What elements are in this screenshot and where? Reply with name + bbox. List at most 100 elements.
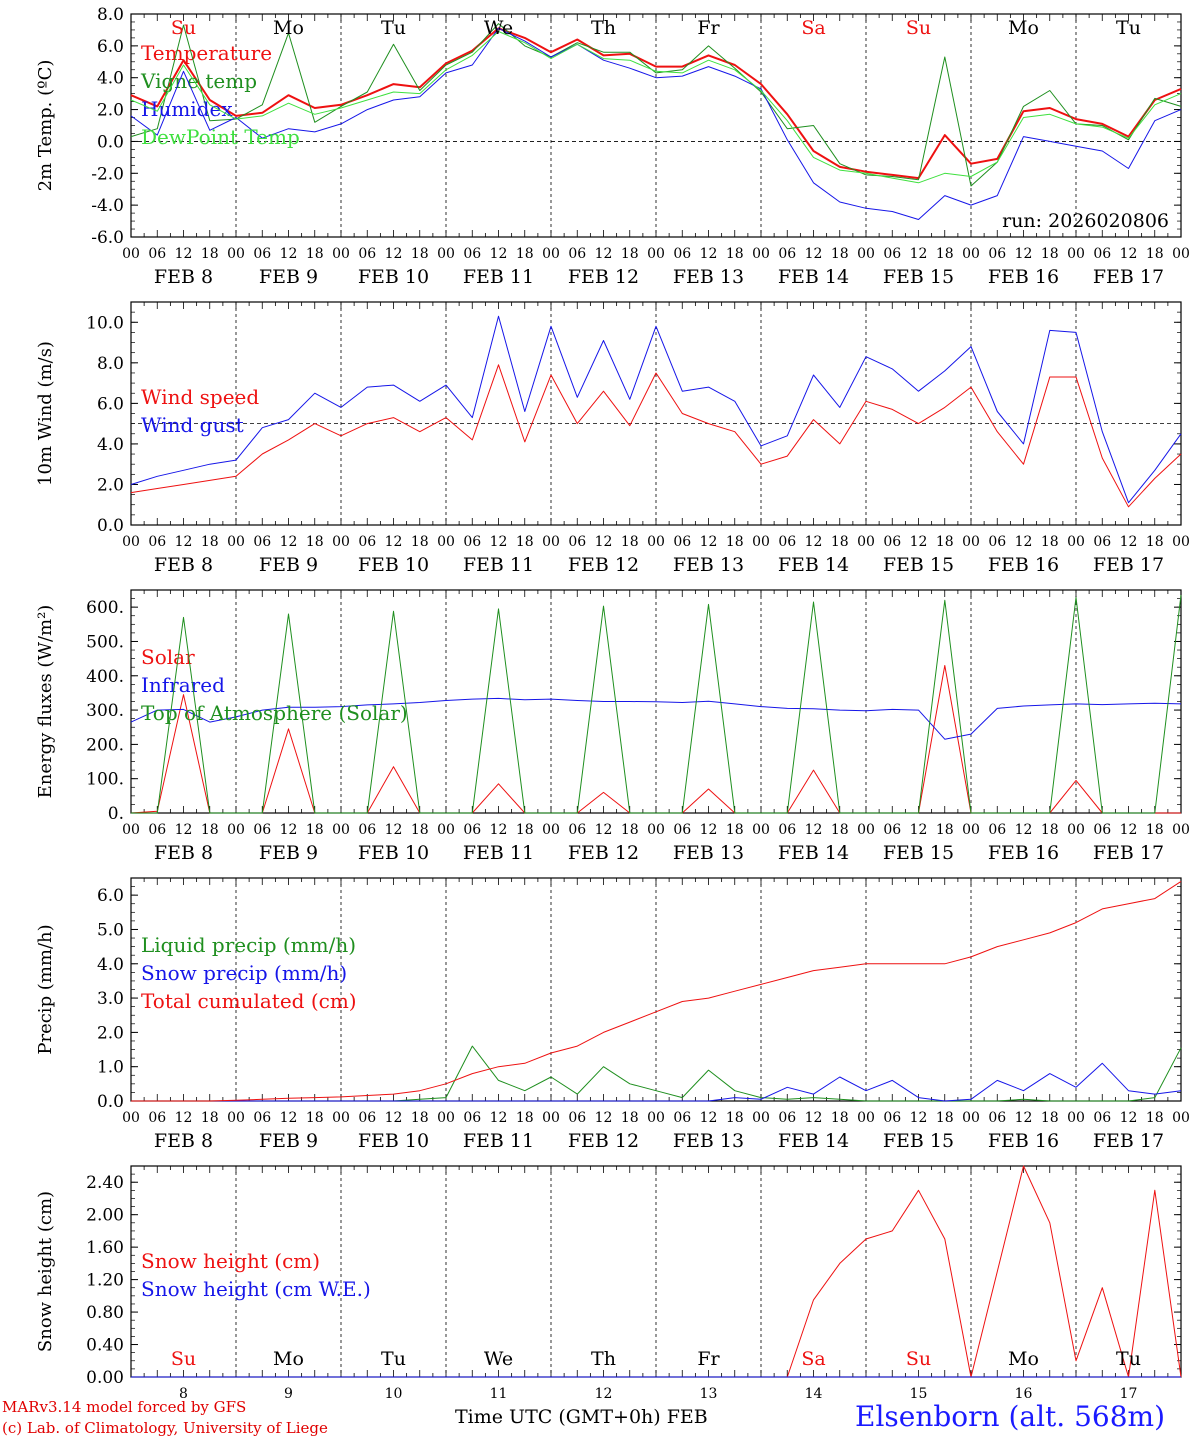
y-axis-title: 2m Temp. (ºC): [35, 60, 56, 192]
x-day-label: 17: [1120, 1386, 1138, 1402]
lab-credit: (c) Lab. of Climatology, University of L…: [2, 1419, 328, 1437]
x-hour-label: 00: [437, 1110, 455, 1126]
x-hour-label: 06: [148, 1110, 166, 1126]
x-hour-label: 18: [411, 246, 429, 262]
y-tick-label: 0.0: [97, 1092, 124, 1112]
x-hour-label: 00: [542, 822, 560, 838]
weekday-label: Tu: [1116, 1348, 1141, 1370]
x-hour-label: 18: [201, 1110, 219, 1126]
x-date-label: FEB 9: [259, 266, 318, 288]
x-hour-label: 12: [385, 1110, 403, 1126]
x-hour-label: 06: [463, 534, 481, 550]
x-day-label: 15: [910, 1386, 928, 1402]
x-hour-label: 12: [1120, 246, 1138, 262]
panel-wind: 0.0 2.0 4.0 6.0 8.0 10.0 10m Wind (m/s) Wind sp…: [35, 301, 1190, 576]
weekday-label: Sa: [801, 17, 825, 39]
x-hour-label: 18: [306, 822, 324, 838]
series-line-humidex: [130, 27, 1182, 220]
x-hour-label: 18: [831, 246, 849, 262]
x-date-label: FEB 9: [259, 842, 318, 864]
x-hour-label: 12: [910, 822, 928, 838]
x-hour-label: 06: [463, 822, 481, 838]
weekday-label: Mo: [273, 1348, 304, 1370]
legend-entry: Infrared: [141, 673, 225, 697]
x-hour-label: 18: [516, 534, 534, 550]
x-hour-label: 18: [726, 534, 744, 550]
legend-entry: Snow height (cm W.E.): [141, 1277, 371, 1301]
x-hour-label: 18: [306, 534, 324, 550]
x-date-label: FEB 14: [778, 554, 849, 576]
x-hour-label: 18: [1041, 246, 1059, 262]
y-tick-label: -6.0: [91, 228, 124, 248]
y-tick-label: 0.40: [86, 1336, 124, 1356]
y-tick-label: 5.0: [97, 920, 124, 940]
x-hour-label: 12: [910, 246, 928, 262]
weekday-label: Su: [171, 17, 196, 39]
x-hour-label: 06: [1093, 534, 1111, 550]
x-hour-label: 18: [1146, 1110, 1164, 1126]
x-hour-label: 00: [332, 534, 350, 550]
y-tick-label: 4.0: [97, 435, 124, 455]
x-hour-label: 00: [962, 1110, 980, 1126]
y-tick-label: 10.0: [86, 313, 124, 333]
x-hour-label: 06: [568, 534, 586, 550]
y-tick-label: 1.20: [86, 1271, 124, 1291]
x-hour-label: 06: [673, 534, 691, 550]
weekday-label: Mo: [273, 17, 304, 39]
x-hour-label: 12: [490, 534, 508, 550]
x-hour-label: 06: [883, 534, 901, 550]
x-hour-label: 12: [385, 534, 403, 550]
weekday-label: Su: [906, 1348, 931, 1370]
x-date-label: FEB 14: [778, 266, 849, 288]
panel-precip: 0.0 1.0 2.0 3.0 4.0 5.0 6.0 Precip (mm/h) Liquid…: [35, 877, 1190, 1152]
x-day-label: 10: [385, 1386, 403, 1402]
x-hour-label: 12: [175, 1110, 193, 1126]
x-day-label: 12: [595, 1386, 613, 1402]
x-hour-label: 00: [437, 246, 455, 262]
x-hour-label: 06: [358, 1110, 376, 1126]
weekday-label: Th: [591, 17, 616, 39]
x-hour-label: 12: [490, 822, 508, 838]
y-tick-label: 0.80: [86, 1303, 124, 1323]
x-date-label: FEB 13: [673, 266, 744, 288]
x-hour-label: 12: [910, 1110, 928, 1126]
y-tick-label: 300.: [86, 701, 124, 721]
x-hour-label: 18: [831, 534, 849, 550]
y-tick-label: 100.: [86, 770, 124, 790]
x-date-label: FEB 13: [673, 842, 744, 864]
x-hour-label: 06: [883, 246, 901, 262]
x-date-label: FEB 15: [883, 554, 954, 576]
y-axis-title: Precip (mm/h): [35, 924, 56, 1054]
x-hour-label: 18: [516, 822, 534, 838]
x-date-label: FEB 10: [358, 1130, 429, 1152]
x-date-label: FEB 13: [673, 554, 744, 576]
x-hour-label: 18: [411, 1110, 429, 1126]
x-hour-label: 00: [857, 1110, 875, 1126]
x-hour-label: 06: [883, 1110, 901, 1126]
x-hour-label: 18: [1041, 534, 1059, 550]
x-hour-label: 18: [306, 1110, 324, 1126]
x-hour-label: 06: [253, 246, 271, 262]
x-hour-label: 18: [411, 822, 429, 838]
x-hour-label: 06: [568, 1110, 586, 1126]
x-date-label: FEB 15: [883, 266, 954, 288]
y-tick-label: 8.0: [97, 5, 124, 25]
x-hour-label: 06: [358, 822, 376, 838]
x-date-label: FEB 11: [463, 1130, 534, 1152]
x-hour-label: 12: [1120, 1110, 1138, 1126]
x-hour-label: 00: [542, 1110, 560, 1126]
station-name: Elsenborn (alt. 568m): [855, 1400, 1166, 1433]
model-credit: MARv3.14 model forced by GFS: [2, 1398, 247, 1416]
x-hour-label: 18: [726, 1110, 744, 1126]
x-hour-label: 18: [726, 822, 744, 838]
y-tick-label: 200.: [86, 735, 124, 755]
x-date-label: FEB 9: [259, 554, 318, 576]
x-hour-label: 00: [962, 246, 980, 262]
x-hour-label: 12: [280, 1110, 298, 1126]
y-tick-label: 0.0: [97, 516, 124, 536]
x-hour-label: 00: [647, 1110, 665, 1126]
x-hour-label: 06: [148, 822, 166, 838]
x-hour-label: 12: [280, 534, 298, 550]
x-date-label: FEB 10: [358, 266, 429, 288]
